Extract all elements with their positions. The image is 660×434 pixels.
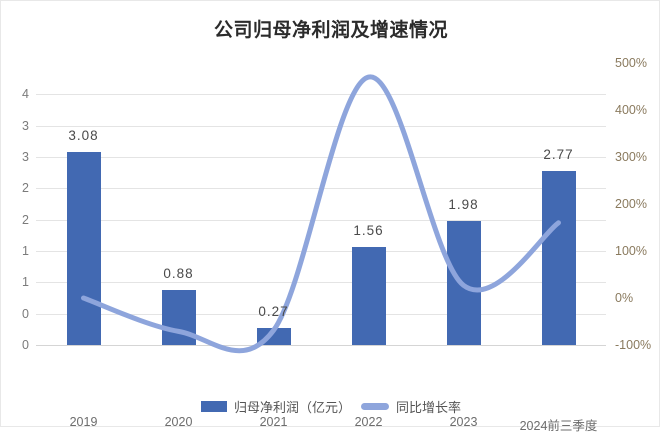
x-axis-line [36,345,606,346]
right-axis-tick-label: 200% [615,197,647,211]
bar [66,152,101,345]
legend-item[interactable]: 同比增长率 [361,397,461,416]
left-axis-tick-label: 1 [22,244,29,258]
right-axis-tick-label: 100% [615,244,647,258]
x-axis-tick-label: 2022 [354,415,383,429]
left-axis-tick-label: 3 [22,118,29,133]
gridline [36,282,606,284]
legend-label: 归母净利润（亿元） [233,400,351,415]
bar [351,247,386,345]
right-axis-tick-label: 400% [615,103,647,117]
chart-title: 公司归母净利润及增速情况 [213,20,448,41]
bar-value-label: 0.27 [258,304,289,320]
right-axis-tick-label: 500% [615,56,647,70]
bar-value-label: 0.88 [163,265,194,281]
right-axis-tick-label: -100% [615,338,652,352]
left-axis-tick-label: 1 [22,275,29,290]
growth-rate-line [81,74,561,354]
chart-legend: 归母净利润（亿元） 同比增长率 [1,397,660,416]
gridline [36,125,606,127]
legend-line-swatch-icon [361,403,389,410]
left-axis-tick-label: 4 [22,87,29,102]
bar [541,171,576,345]
x-axis-tick-label: 2021 [259,415,288,429]
x-axis-tick-label: 2020 [164,415,193,429]
bar-value-label: 2.77 [543,147,574,163]
left-axis-tick-label: 0 [22,338,29,352]
left-axis-tick-label: 2 [22,212,29,227]
right-axis-tick-label: 0% [615,291,634,305]
left-axis-tick-label: 0 [22,306,29,321]
gridline [36,94,606,96]
bar-value-label: 1.56 [353,223,384,239]
gridline [36,313,606,315]
legend-label: 同比增长率 [396,400,462,415]
bar-value-label: 1.98 [448,196,479,212]
left-axis-tick-label: 2 [22,181,29,196]
gridline [36,219,606,221]
left-axis-tick-label: 3 [22,150,29,164]
line-series [81,74,561,354]
gridline [36,251,606,252]
x-axis-tick-label: 2023 [449,415,478,429]
bar-value-label: 3.08 [68,127,99,143]
legend-item[interactable]: 归母净利润（亿元） [200,397,351,416]
x-axis-tick-label: 2024前三季度 [519,419,598,433]
plot-area: 3.08 0.88 0.27 1.56 1.98 2.77 2019 2020 2021 202… [36,63,606,433]
gridline [36,157,606,158]
legend-bar-swatch-icon [200,401,227,412]
right-axis-tick-label: 300% [615,150,647,164]
x-axis-tick-label: 2019 [69,415,98,429]
